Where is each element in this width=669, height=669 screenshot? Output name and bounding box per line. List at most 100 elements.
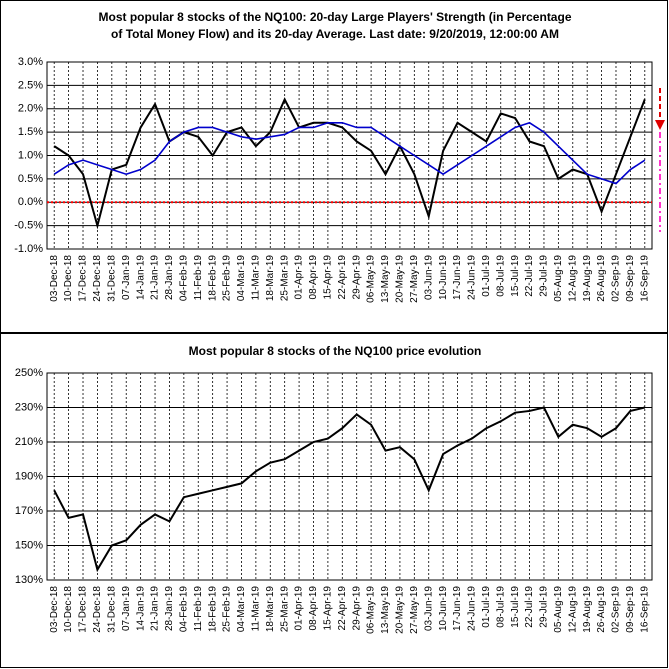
x-tick-label: 18-Mar-19 (265, 586, 276, 633)
x-tick-label: 12-Aug-19 (567, 586, 578, 633)
y-tick-label: 2.5% (18, 79, 43, 91)
x-tick-label: 13-May-19 (380, 586, 391, 634)
chart-title: Most popular 8 stocks of the NQ100: 20-d… (99, 10, 572, 24)
y-tick-label: 250% (15, 367, 43, 379)
x-tick-label: 18-Mar-19 (265, 255, 276, 302)
y-tick-label: 210% (15, 436, 43, 448)
x-tick-label: 22-Apr-19 (337, 255, 348, 300)
x-tick-label: 16-Sep-19 (639, 255, 650, 302)
y-tick-label: 230% (15, 401, 43, 413)
x-tick-label: 11-Mar-19 (251, 586, 262, 632)
x-tick-label: 04-Mar-19 (236, 255, 247, 302)
panel-frame (0, 0, 668, 333)
x-tick-label: 07-Jan-19 (121, 255, 132, 300)
x-tick-label: 17-Dec-18 (78, 586, 89, 633)
x-tick-label: 04-Mar-19 (236, 586, 247, 633)
x-tick-label: 24-Jun-19 (467, 586, 478, 631)
x-tick-label: 01-Jul-19 (481, 255, 492, 297)
y-tick-label: 170% (15, 505, 43, 517)
x-tick-label: 01-Apr-19 (294, 586, 305, 631)
y-tick-label: 3.0% (18, 56, 43, 68)
x-tick-label: 17-Dec-18 (78, 255, 89, 302)
x-tick-label: 20-May-19 (395, 255, 406, 303)
panel-frame (0, 333, 668, 668)
y-tick-label: -1.0% (14, 243, 43, 255)
x-tick-label: 05-Aug-19 (553, 586, 564, 633)
x-tick-label: 22-Jul-19 (524, 255, 535, 297)
x-tick-label: 15-Apr-19 (323, 586, 334, 631)
x-tick-label: 03-Jun-19 (423, 586, 434, 631)
x-tick-label: 21-Jan-19 (150, 586, 161, 631)
x-tick-label: 10-Dec-18 (63, 255, 74, 302)
x-tick-label: 06-May-19 (366, 255, 377, 303)
x-tick-label: 24-Dec-18 (92, 255, 103, 302)
x-tick-label: 29-Apr-19 (351, 586, 362, 631)
x-tick-label: 11-Feb-19 (193, 255, 204, 301)
x-tick-label: 09-Sep-19 (625, 586, 636, 633)
x-tick-label: 29-Jul-19 (539, 586, 550, 628)
x-tick-label: 16-Sep-19 (639, 586, 650, 633)
y-tick-label: -0.5% (14, 220, 43, 232)
x-tick-label: 11-Mar-19 (251, 255, 262, 301)
x-tick-label: 27-May-19 (409, 255, 420, 303)
series-line (53, 121, 646, 185)
x-tick-label: 01-Apr-19 (294, 255, 305, 300)
x-tick-label: 05-Aug-19 (553, 255, 564, 302)
x-tick-label: 22-Jul-19 (524, 586, 535, 628)
series-line (53, 97, 646, 230)
y-tick-label: 0.0% (18, 196, 43, 208)
x-tick-label: 10-Jun-19 (438, 586, 449, 631)
x-tick-label: 04-Feb-19 (178, 255, 189, 302)
x-tick-label: 01-Jul-19 (481, 586, 492, 628)
x-tick-label: 25-Mar-19 (279, 255, 290, 302)
x-tick-label: 18-Feb-19 (207, 255, 218, 302)
x-tick-label: 03-Jun-19 (423, 255, 434, 300)
series-line (53, 406, 646, 573)
x-tick-label: 08-Jul-19 (495, 255, 506, 297)
x-tick-label: 22-Apr-19 (337, 586, 348, 631)
x-tick-label: 03-Dec-18 (49, 255, 60, 302)
y-tick-label: 150% (15, 539, 43, 551)
x-tick-label: 08-Apr-19 (308, 586, 319, 631)
x-tick-label: 21-Jan-19 (150, 255, 161, 300)
x-tick-label: 28-Jan-19 (164, 255, 175, 300)
x-tick-label: 25-Mar-19 (279, 586, 290, 633)
y-tick-label: 130% (15, 574, 43, 586)
y-tick-label: 1.0% (18, 149, 43, 161)
x-tick-label: 27-May-19 (409, 586, 420, 634)
x-tick-label: 03-Dec-18 (49, 586, 60, 633)
chart-title: of Total Money Flow) and its 20-day Aver… (111, 27, 559, 41)
chart-title: Most popular 8 stocks of the NQ100 price… (189, 344, 482, 358)
x-tick-label: 14-Jan-19 (135, 586, 146, 631)
x-tick-label: 29-Jul-19 (539, 255, 550, 297)
x-tick-label: 11-Feb-19 (193, 586, 204, 632)
y-tick-label: 2.0% (18, 103, 43, 115)
x-tick-label: 08-Jul-19 (495, 586, 506, 628)
x-tick-label: 09-Sep-19 (625, 255, 636, 302)
x-tick-label: 04-Feb-19 (178, 586, 189, 633)
signal-arrow-head (655, 120, 665, 130)
x-tick-label: 02-Sep-19 (611, 586, 622, 633)
x-tick-label: 19-Aug-19 (582, 586, 593, 633)
x-tick-label: 08-Apr-19 (308, 255, 319, 300)
x-tick-label: 15-Apr-19 (323, 255, 334, 300)
x-tick-label: 29-Apr-19 (351, 255, 362, 300)
x-tick-label: 20-May-19 (395, 586, 406, 634)
x-tick-label: 24-Dec-18 (92, 586, 103, 633)
x-tick-label: 12-Aug-19 (567, 255, 578, 302)
x-tick-label: 10-Jun-19 (438, 255, 449, 300)
x-tick-label: 18-Feb-19 (207, 586, 218, 633)
x-tick-label: 10-Dec-18 (63, 586, 74, 633)
x-tick-label: 31-Dec-18 (106, 586, 117, 633)
x-tick-label: 25-Feb-19 (222, 586, 233, 633)
x-tick-label: 15-Jul-19 (510, 586, 521, 628)
x-tick-label: 28-Jan-19 (164, 586, 175, 631)
x-tick-label: 24-Jun-19 (467, 255, 478, 300)
y-tick-label: 1.5% (18, 126, 43, 138)
x-tick-label: 17-Jun-19 (452, 255, 463, 300)
x-tick-label: 17-Jun-19 (452, 586, 463, 631)
x-tick-label: 31-Dec-18 (106, 255, 117, 302)
x-tick-label: 26-Aug-19 (596, 586, 607, 633)
x-tick-label: 26-Aug-19 (596, 255, 607, 302)
